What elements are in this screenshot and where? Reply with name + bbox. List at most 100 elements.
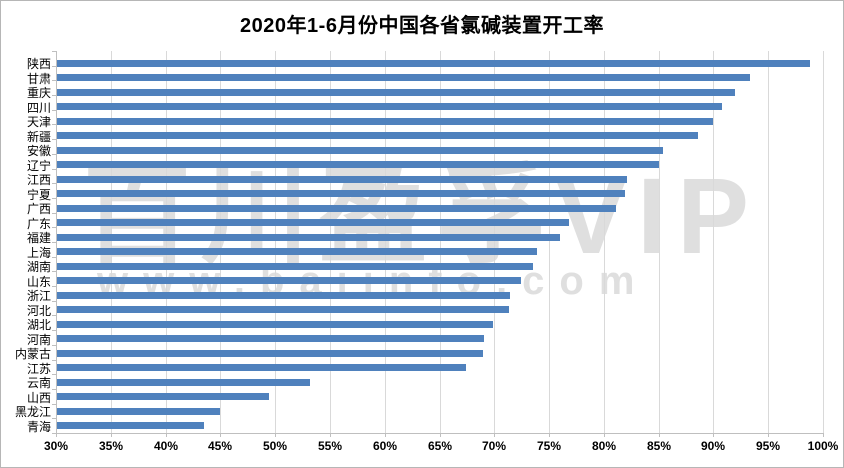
y-axis-tick [52,169,56,170]
x-axis-tick-label: 70% [481,439,507,453]
bar-福建 [57,234,560,241]
y-axis-tick [52,95,56,96]
x-axis-tick-label: 40% [153,439,179,453]
x-axis-tick [385,433,386,437]
y-axis-category-label: 云南 [26,376,51,390]
x-axis-tick-label: 45% [207,439,233,453]
x-axis-tick-label: 55% [317,439,343,453]
y-axis-category-label: 山东 [26,275,51,289]
y-axis-tick [52,139,56,140]
bar-山东 [57,277,521,284]
y-axis-tick [52,345,56,346]
bar-广西 [57,205,616,212]
y-axis-tick [52,389,56,390]
gridline [440,51,441,433]
gridline [604,51,605,433]
x-axis-tick-label: 80% [591,439,617,453]
gridline [494,51,495,433]
x-axis-tick [56,433,57,437]
y-axis-category-label: 河北 [26,304,51,318]
bar-浙江 [57,292,510,299]
x-axis-tick-label: 85% [646,439,672,453]
y-axis-category-label: 重庆 [26,86,51,100]
x-axis-tick-label: 90% [700,439,726,453]
y-axis-category-label: 湖北 [26,318,51,332]
x-axis-tick [166,433,167,437]
y-axis-line [56,51,57,433]
x-axis-tick-label: 50% [262,439,288,453]
y-axis-tick [52,51,56,52]
y-axis-tick [52,330,56,331]
y-axis-tick [52,198,56,199]
x-axis-tick [111,433,112,437]
y-axis-tick [52,183,56,184]
bar-江西 [57,176,627,183]
y-axis-category-label: 江苏 [26,362,51,376]
y-axis-tick [52,227,56,228]
y-axis-category-label: 河南 [26,333,51,347]
y-axis-tick [52,242,56,243]
bar-江苏 [57,364,466,371]
y-axis-category-label: 广西 [26,202,51,216]
bar-内蒙古 [57,350,483,357]
bar-黑龙江 [57,408,220,415]
bar-陕西 [57,60,810,67]
y-axis-category-label: 甘肃 [26,72,51,86]
gridline [385,51,386,433]
y-axis-category-label: 青海 [26,420,51,434]
x-axis-tick [549,433,550,437]
gridline [659,51,660,433]
gridline [768,51,769,433]
gridline [220,51,221,433]
bar-甘肃 [57,74,750,81]
y-axis-tick [52,154,56,155]
x-axis-tick-label: 60% [372,439,398,453]
bar-广东 [57,219,569,226]
plot-area [52,51,824,437]
x-axis-tick-label: 100% [807,439,839,453]
x-axis-tick [659,433,660,437]
y-axis-tick [52,110,56,111]
y-axis-category-label: 黑龙江 [14,405,51,419]
y-axis-tick [52,213,56,214]
y-axis-tick [52,418,56,419]
y-axis-tick [52,257,56,258]
y-axis-tick [52,301,56,302]
gridline [823,51,824,433]
y-axis-tick [52,124,56,125]
bar-河北 [57,306,509,313]
bar-安徽 [57,147,663,154]
gridline [713,51,714,433]
x-axis-tick-label: 75% [536,439,562,453]
y-axis-category-label: 宁夏 [26,188,51,202]
y-axis-category-label: 广东 [26,217,51,231]
x-axis-tick [440,433,441,437]
y-axis-tick [52,80,56,81]
x-axis-tick [713,433,714,437]
y-axis-category-label: 上海 [26,246,51,260]
y-axis-tick [52,404,56,405]
y-axis-tick [52,271,56,272]
y-axis-category-label: 安徽 [26,144,51,158]
chart-title: 2020年1-6月份中国各省氯碱装置开工率 [240,15,604,37]
x-axis-tick-label: 35% [98,439,124,453]
x-axis-tick-label: 95% [755,439,781,453]
y-axis-category-label: 山西 [26,391,51,405]
bar-湖北 [57,321,493,328]
x-axis-tick-label: 30% [43,439,69,453]
gridline [275,51,276,433]
y-axis-category-label: 湖南 [26,260,51,274]
x-axis-tick [220,433,221,437]
bar-天津 [57,118,713,125]
gridline [166,51,167,433]
bar-上海 [57,248,537,255]
x-axis-tick [275,433,276,437]
x-axis-tick [768,433,769,437]
bar-云南 [57,379,310,386]
y-axis-tick [52,286,56,287]
y-axis-category-label: 福建 [26,231,51,245]
x-axis-tick-label: 65% [427,439,453,453]
y-axis-category-label: 四川 [26,101,51,115]
bar-湖南 [57,263,533,270]
y-axis-tick [52,315,56,316]
